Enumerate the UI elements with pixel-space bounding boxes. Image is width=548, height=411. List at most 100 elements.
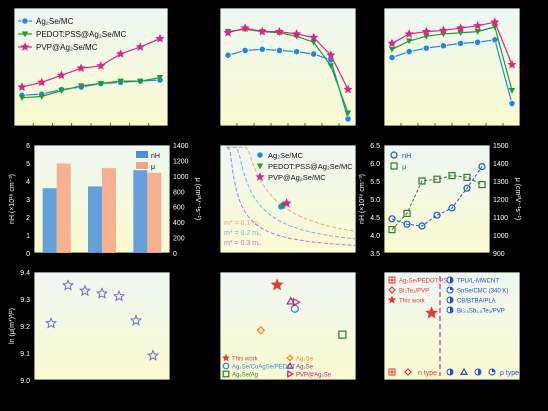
y2-tick-label: 600 (173, 205, 185, 212)
y2-tick-label: 1200 (173, 158, 189, 165)
y-tick-label: 4 (26, 179, 30, 186)
data-point (56, 70, 66, 80)
data-point (463, 173, 471, 181)
data-point (61, 279, 75, 291)
y-tick-label: 5.5 (370, 179, 380, 186)
data-point (281, 198, 292, 208)
y-tick-label: 6.0 (370, 161, 380, 168)
legend-label: Bi₂Te₃/PVP (399, 289, 429, 295)
y2-tick-label: 1400 (493, 161, 509, 168)
bar-nH (133, 170, 148, 253)
data-point (275, 46, 284, 55)
data-point (474, 38, 482, 46)
legend-label: PEDOT:PSS@Ag₂Se/MC (36, 30, 127, 39)
y-tick-label: 2 (26, 215, 30, 222)
y2-axis-label: μ (cm²V⁻¹s⁻¹) (194, 178, 201, 221)
series-line (227, 28, 349, 114)
y-tick-label: 5.0 (370, 197, 380, 204)
bar-nH (88, 186, 102, 253)
legend-marker-cross (389, 369, 395, 375)
data-point (388, 215, 396, 223)
legend-marker (256, 151, 264, 159)
data-point (418, 222, 426, 230)
legend-label: nH (151, 153, 160, 160)
data-point (508, 99, 516, 108)
legend-marker (286, 361, 294, 369)
data-point (97, 80, 105, 87)
data-point (274, 26, 284, 36)
bar-mu (56, 163, 71, 253)
legend-marker-fill (450, 277, 453, 283)
data-point (425, 306, 439, 319)
data-point (241, 46, 249, 55)
curve-label: m* = 0.3 m₀ (224, 240, 261, 247)
data-point (310, 39, 317, 46)
mass-curve (226, 146, 357, 232)
data-point (478, 181, 486, 189)
legend-marker (404, 368, 412, 376)
legend-label: This work (232, 357, 259, 363)
legend-label: PVP@Ag₂Se (296, 373, 332, 379)
y-tick-label: 5 (26, 161, 30, 168)
panel-3 (383, 7, 521, 127)
data-point (240, 23, 250, 32)
y2-tick-label: 1400 (173, 143, 189, 150)
bar-nH (42, 188, 57, 253)
curve-label: m* = 0.2 m₀ (224, 230, 261, 237)
data-point (387, 38, 397, 48)
data-point (438, 25, 448, 35)
panel-9: Ag₂Se/PEDOT:PSS Bi₂Te₃/PVP This work TPU/L-… (383, 271, 521, 381)
bar-mu (102, 168, 116, 253)
data-point (491, 36, 499, 44)
data-point (478, 163, 486, 171)
series-line (227, 27, 349, 90)
legend-label: PVP@Ag₂Se/MC (36, 43, 98, 52)
data-point (292, 29, 302, 38)
legend-marker (222, 370, 230, 378)
legend-label: SnSe/CMC (340 K) (457, 289, 508, 295)
data-point (343, 84, 353, 94)
data-point (433, 211, 441, 219)
data-point (474, 29, 481, 35)
y-tick-label: 9.3 (20, 297, 30, 304)
data-point (77, 83, 85, 90)
legend-marker (459, 367, 469, 375)
y2-tick-label: 0 (173, 251, 177, 258)
data-point (156, 75, 164, 81)
data-point (95, 287, 109, 299)
legend-marker (287, 370, 295, 378)
legend-marker (446, 286, 454, 294)
y-tick-label: 6 (26, 143, 30, 150)
y-axis-label: nH (×10¹⁸ cm⁻³) (359, 174, 366, 224)
legend-label: Ag₂Se/Ag (232, 373, 258, 379)
data-point (292, 48, 301, 56)
mass-curve (226, 146, 357, 240)
data-point (457, 30, 464, 36)
y-axis-label: nH (×10¹⁸ cm⁻³) (9, 174, 16, 224)
data-point (327, 63, 335, 70)
data-point (388, 226, 396, 234)
legend-marker (446, 276, 454, 284)
legend-label: This work (399, 299, 426, 305)
legend-label: Ag₂Se/MC (268, 151, 304, 160)
legend-marker (286, 354, 294, 362)
data-point (310, 50, 318, 58)
data-point (388, 53, 396, 62)
legend-marker-fill (450, 369, 453, 375)
legend-marker (222, 362, 230, 370)
data-point (473, 20, 483, 30)
y-tick-label: 9.1 (20, 351, 30, 358)
panel-5: m* = 0.1 m₀ m* = 0.2 m₀ m* = 0.3 m₀ Ag₂Se/M… (219, 144, 357, 254)
curve-label: m* = 0.1 m₀ (224, 220, 261, 227)
legend-marker (21, 31, 29, 38)
data-point (403, 220, 411, 228)
data-point (58, 88, 65, 94)
y2-tick-label: 200 (173, 236, 185, 243)
panel-3-plot-area (383, 7, 521, 127)
data-point (146, 349, 160, 361)
legend-marker-cross (389, 277, 395, 283)
data-point (223, 27, 233, 37)
y-tick-label: 3 (26, 197, 30, 204)
